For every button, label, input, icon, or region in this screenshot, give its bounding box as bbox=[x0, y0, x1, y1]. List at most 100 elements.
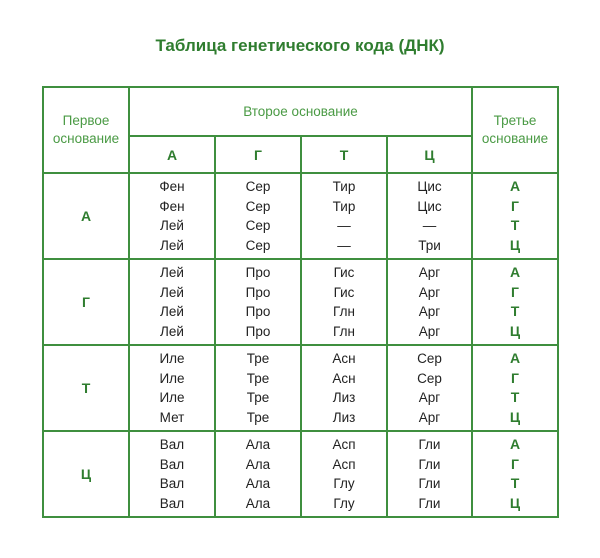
amino-acid-cell: Про Про Про Про bbox=[214, 258, 302, 346]
third-base: Т bbox=[510, 475, 520, 491]
amino-acid: Фен bbox=[159, 198, 185, 214]
amino-acid: Вал bbox=[159, 495, 185, 511]
amino-acid: Гли bbox=[418, 456, 441, 472]
amino-acid: Арг bbox=[418, 323, 441, 339]
table-row: Г Лей Лей Лей Лей Про Про Про Про Гис Гис Глн Глн Арг… bbox=[42, 258, 559, 346]
third-base: Ц bbox=[509, 494, 521, 511]
amino-acid: Гли bbox=[418, 437, 441, 452]
amino-acid: Лиз bbox=[332, 409, 356, 425]
amino-acid: Вал bbox=[159, 437, 185, 452]
amino-acid: Цис bbox=[417, 198, 442, 214]
third-base: Г bbox=[511, 369, 519, 386]
amino-acid: Про bbox=[245, 284, 271, 300]
third-base: Г bbox=[511, 455, 519, 472]
third-base: Ц bbox=[509, 408, 521, 425]
amino-acid: Сер bbox=[245, 237, 271, 253]
amino-acid: Глу bbox=[333, 495, 355, 511]
amino-acid: Гис bbox=[333, 265, 355, 280]
amino-acid: Цис bbox=[417, 179, 442, 194]
amino-acid-cell: Сер Сер Арг Арг bbox=[386, 344, 473, 432]
amino-acid: Гли bbox=[418, 476, 441, 491]
third-base: Ц bbox=[509, 322, 521, 339]
first-base: Т bbox=[42, 344, 130, 432]
third-base: А bbox=[509, 350, 521, 366]
amino-acid-cell: Вал Вал Вал Вал bbox=[128, 430, 216, 518]
amino-acid: Про bbox=[245, 265, 271, 280]
amino-acid: Асн bbox=[332, 351, 356, 366]
second-base-header: Г bbox=[214, 135, 302, 174]
amino-acid-cell: Асп Асп Глу Глу bbox=[300, 430, 388, 518]
amino-acid: Лей bbox=[160, 265, 184, 280]
third-base: Т bbox=[510, 389, 520, 405]
third-base: Ц bbox=[509, 236, 521, 253]
amino-acid-cell: Ала Ала Ала Ала bbox=[214, 430, 302, 518]
amino-acid: Лиз bbox=[332, 390, 356, 405]
amino-acid: Сер bbox=[245, 179, 271, 194]
amino-acid: Про bbox=[245, 304, 271, 319]
amino-acid: Арг bbox=[418, 390, 441, 405]
third-base: Т bbox=[510, 303, 520, 319]
amino-acid: Тре bbox=[246, 370, 270, 386]
amino-acid-cell: Асн Асн Лиз Лиз bbox=[300, 344, 388, 432]
amino-acid: Мет bbox=[159, 409, 185, 425]
amino-acid: Иле bbox=[159, 390, 185, 405]
amino-acid: Иле bbox=[159, 370, 185, 386]
amino-acid-cell: Тре Тре Тре Тре bbox=[214, 344, 302, 432]
amino-acid: Лей bbox=[160, 218, 184, 233]
amino-acid: Глн bbox=[333, 323, 355, 339]
amino-acid: Про bbox=[245, 323, 271, 339]
first-base: Ц bbox=[42, 430, 130, 518]
amino-acid: Вал bbox=[159, 476, 185, 491]
amino-acid: Лей bbox=[160, 304, 184, 319]
amino-acid: Сер bbox=[245, 198, 271, 214]
header-second-base: Второе основание bbox=[128, 86, 473, 137]
amino-acid: Лей bbox=[160, 323, 184, 339]
amino-acid-cell: Фен Фен Лей Лей bbox=[128, 172, 216, 260]
third-base: А bbox=[509, 178, 521, 194]
amino-acid: Арг bbox=[418, 409, 441, 425]
amino-acid-cell: Тир Тир — — bbox=[300, 172, 388, 260]
amino-acid: Фен bbox=[159, 179, 185, 194]
amino-acid-cell: Гли Гли Гли Гли bbox=[386, 430, 473, 518]
third-base: Г bbox=[511, 283, 519, 300]
amino-acid-cell: Гис Гис Глн Глн bbox=[300, 258, 388, 346]
amino-acid: Сер bbox=[417, 370, 442, 386]
second-base-header: Т bbox=[300, 135, 388, 174]
amino-acid: — bbox=[337, 237, 351, 253]
amino-acid: Вал bbox=[159, 456, 185, 472]
second-base-header: Ц bbox=[386, 135, 473, 174]
amino-acid: Три bbox=[418, 237, 441, 253]
amino-acid: Тир bbox=[332, 179, 356, 194]
amino-acid: Ала bbox=[245, 456, 271, 472]
amino-acid: Ала bbox=[245, 437, 271, 452]
amino-acid: Сер bbox=[245, 218, 271, 233]
amino-acid: Иле bbox=[159, 351, 185, 366]
amino-acid: Лей bbox=[160, 237, 184, 253]
amino-acid: Сер bbox=[417, 351, 442, 366]
amino-acid: Асп bbox=[332, 437, 356, 452]
amino-acid: Гис bbox=[333, 284, 355, 300]
amino-acid: — bbox=[337, 218, 351, 233]
amino-acid: Ала bbox=[245, 476, 271, 491]
amino-acid: Арг bbox=[418, 304, 441, 319]
amino-acid: Тре bbox=[246, 351, 270, 366]
amino-acid: Арг bbox=[418, 284, 441, 300]
amino-acid: Тре bbox=[246, 409, 270, 425]
table-row: Ц Вал Вал Вал Вал Ала Ала Ала Ала Асп Асп Глу Глу Гли… bbox=[42, 430, 559, 518]
amino-acid: Тир bbox=[332, 198, 356, 214]
third-base: Т bbox=[510, 217, 520, 233]
third-base: Г bbox=[511, 197, 519, 214]
amino-acid: Тре bbox=[246, 390, 270, 405]
table-row: Т Иле Иле Иле Мет Тре Тре Тре Тре Асн Асн Лиз Лиз Сер… bbox=[42, 344, 559, 432]
amino-acid-cell: Цис Цис — Три bbox=[386, 172, 473, 260]
amino-acid: Лей bbox=[160, 284, 184, 300]
amino-acid: — bbox=[422, 218, 437, 233]
page-title: Таблица генетического кода (ДНК) bbox=[155, 36, 445, 55]
amino-acid-cell: Сер Сер Сер Сер bbox=[214, 172, 302, 260]
amino-acid-cell: Арг Арг Арг Арг bbox=[386, 258, 473, 346]
header-third-base: Третье основание bbox=[471, 86, 559, 174]
